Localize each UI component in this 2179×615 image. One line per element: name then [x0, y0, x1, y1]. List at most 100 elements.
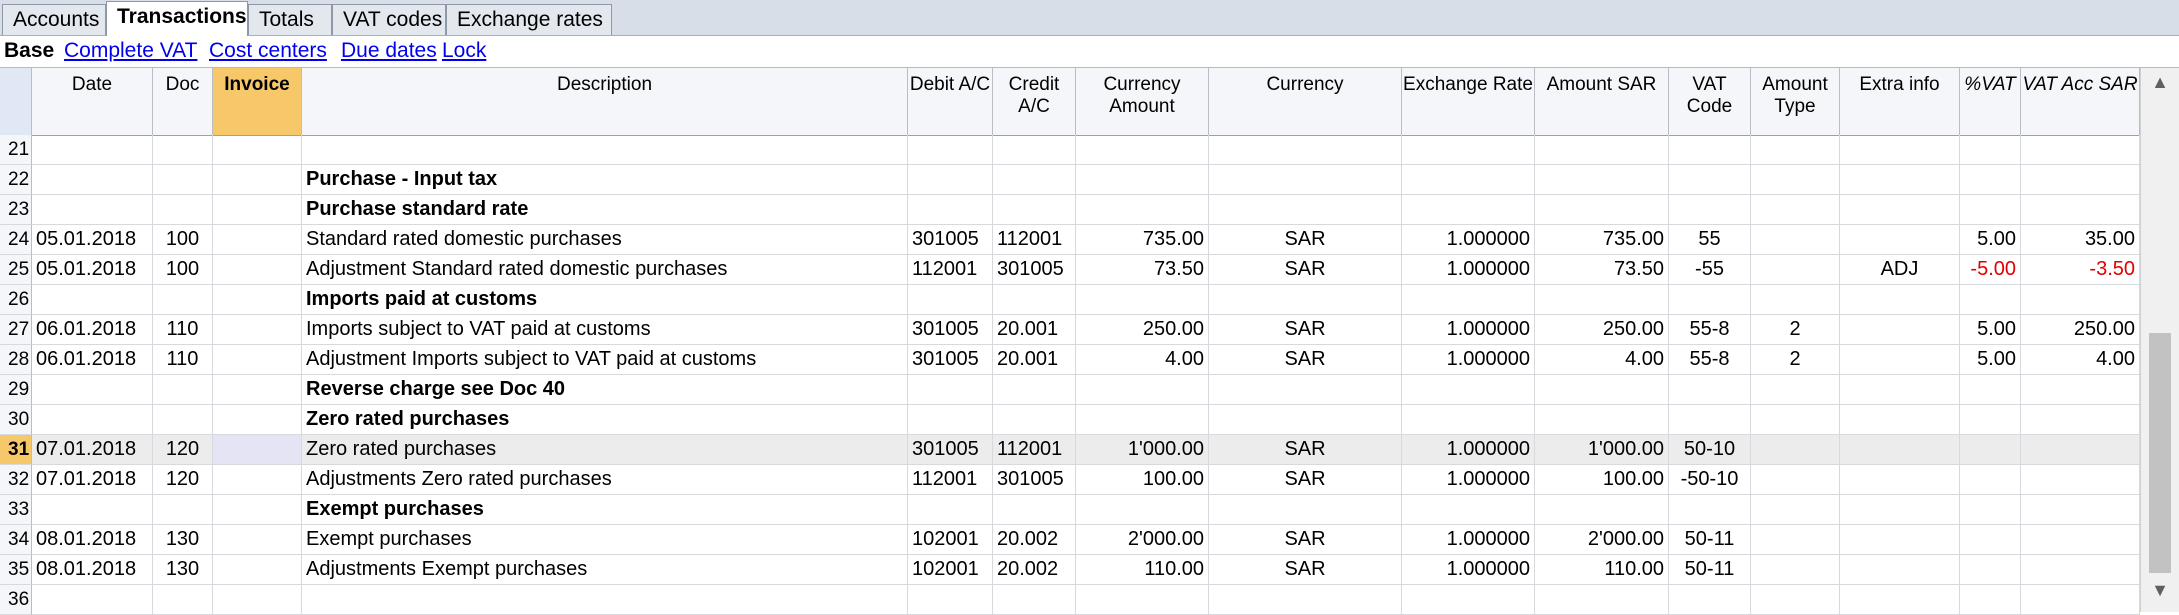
- view-lock[interactable]: Lock: [442, 39, 487, 62]
- cell-vatacc[interactable]: [2021, 435, 2140, 465]
- cell-credit[interactable]: [993, 585, 1076, 615]
- cell-exrate[interactable]: 1.000000: [1402, 555, 1535, 585]
- cell-amount[interactable]: [1535, 375, 1669, 405]
- cell-credit[interactable]: 20.001: [993, 315, 1076, 345]
- cell-vatcode[interactable]: 55-8: [1669, 315, 1751, 345]
- cell-vatacc[interactable]: [2021, 585, 2140, 615]
- cell-desc[interactable]: Standard rated domestic purchases: [302, 225, 908, 255]
- cell-vatacc[interactable]: [2021, 285, 2140, 315]
- cell-debit[interactable]: 102001: [908, 555, 993, 585]
- chevron-down-icon[interactable]: ▼: [2151, 580, 2169, 600]
- cell-desc[interactable]: Adjustment Imports subject to VAT paid a…: [302, 345, 908, 375]
- cell-doc[interactable]: [153, 135, 213, 165]
- cell-amttype[interactable]: [1751, 375, 1840, 405]
- cell-curamt[interactable]: [1076, 195, 1209, 225]
- cell-vatacc[interactable]: 250.00: [2021, 315, 2140, 345]
- cell-vatcode[interactable]: 55-8: [1669, 345, 1751, 375]
- cell-date[interactable]: 05.01.2018: [32, 255, 153, 285]
- cell-vatcode[interactable]: -50-10: [1669, 465, 1751, 495]
- cell-amount[interactable]: 250.00: [1535, 315, 1669, 345]
- cell-amount[interactable]: 73.50: [1535, 255, 1669, 285]
- cell-vatcode[interactable]: [1669, 285, 1751, 315]
- cell-invoice[interactable]: [213, 405, 302, 435]
- cell-exrate[interactable]: 1.000000: [1402, 525, 1535, 555]
- cell-pvat[interactable]: 5.00: [1960, 225, 2021, 255]
- cell-date[interactable]: [32, 585, 153, 615]
- cell-extra[interactable]: [1840, 465, 1960, 495]
- table-row[interactable]: 33 Exempt purchases: [0, 495, 2140, 525]
- cell-curamt[interactable]: [1076, 165, 1209, 195]
- cell-vatcode[interactable]: [1669, 135, 1751, 165]
- cell-vatcode[interactable]: [1669, 195, 1751, 225]
- cell-pvat[interactable]: [1960, 165, 2021, 195]
- cell-invoice[interactable]: [213, 495, 302, 525]
- cell-amount[interactable]: 735.00: [1535, 225, 1669, 255]
- cell-currency[interactable]: SAR: [1209, 525, 1402, 555]
- column-header-amttype[interactable]: Amount Type: [1751, 68, 1840, 136]
- cell-currency[interactable]: SAR: [1209, 345, 1402, 375]
- cell-credit[interactable]: 112001: [993, 435, 1076, 465]
- table-row[interactable]: 31 07.01.2018 120 Zero rated purchases 30100…: [0, 435, 2140, 465]
- cell-invoice[interactable]: [213, 525, 302, 555]
- cell-exrate[interactable]: 1.000000: [1402, 435, 1535, 465]
- cell-currency[interactable]: [1209, 405, 1402, 435]
- cell-amount[interactable]: [1535, 135, 1669, 165]
- cell-curamt[interactable]: 73.50: [1076, 255, 1209, 285]
- cell-desc[interactable]: Imports subject to VAT paid at customs: [302, 315, 908, 345]
- cell-date[interactable]: 07.01.2018: [32, 435, 153, 465]
- tab-totals[interactable]: Totals: [248, 4, 332, 35]
- cell-date[interactable]: 05.01.2018: [32, 225, 153, 255]
- table-row[interactable]: 28 06.01.2018 110 Adjustment Imports subjec…: [0, 345, 2140, 375]
- cell-extra[interactable]: ADJ: [1840, 255, 1960, 285]
- cell-invoice[interactable]: [213, 135, 302, 165]
- cell-amount[interactable]: [1535, 495, 1669, 525]
- cell-amount[interactable]: [1535, 165, 1669, 195]
- column-header-pvat[interactable]: %VAT: [1960, 68, 2021, 136]
- cell-credit[interactable]: [993, 495, 1076, 525]
- cell-credit[interactable]: 20.001: [993, 345, 1076, 375]
- cell-currency[interactable]: [1209, 495, 1402, 525]
- cell-exrate[interactable]: [1402, 495, 1535, 525]
- cell-currency[interactable]: SAR: [1209, 255, 1402, 285]
- cell-pvat[interactable]: [1960, 135, 2021, 165]
- cell-currency[interactable]: SAR: [1209, 465, 1402, 495]
- cell-doc[interactable]: 100: [153, 255, 213, 285]
- cell-debit[interactable]: 112001: [908, 255, 993, 285]
- cell-amttype[interactable]: [1751, 405, 1840, 435]
- table-row[interactable]: 30 Zero rated purchases: [0, 405, 2140, 435]
- cell-amttype[interactable]: [1751, 135, 1840, 165]
- cell-extra[interactable]: [1840, 315, 1960, 345]
- cell-credit[interactable]: [993, 195, 1076, 225]
- column-header-vatcode[interactable]: VAT Code: [1669, 68, 1751, 136]
- cell-curamt[interactable]: [1076, 285, 1209, 315]
- cell-exrate[interactable]: 1.000000: [1402, 315, 1535, 345]
- cell-date[interactable]: [32, 405, 153, 435]
- cell-date[interactable]: [32, 375, 153, 405]
- cell-exrate[interactable]: [1402, 375, 1535, 405]
- cell-exrate[interactable]: 1.000000: [1402, 225, 1535, 255]
- cell-exrate[interactable]: 1.000000: [1402, 255, 1535, 285]
- cell-invoice[interactable]: [213, 315, 302, 345]
- cell-doc[interactable]: [153, 405, 213, 435]
- cell-debit[interactable]: [908, 495, 993, 525]
- cell-amttype[interactable]: [1751, 285, 1840, 315]
- cell-extra[interactable]: [1840, 135, 1960, 165]
- cell-vatcode[interactable]: -55: [1669, 255, 1751, 285]
- cell-credit[interactable]: [993, 285, 1076, 315]
- tab-exchange-rates[interactable]: Exchange rates: [446, 4, 612, 35]
- table-row[interactable]: 23 Purchase standard rate: [0, 195, 2140, 225]
- cell-amount[interactable]: 2'000.00: [1535, 525, 1669, 555]
- cell-extra[interactable]: [1840, 525, 1960, 555]
- cell-desc[interactable]: Adjustment Standard rated domestic purch…: [302, 255, 908, 285]
- cell-extra[interactable]: [1840, 285, 1960, 315]
- column-header-debit[interactable]: Debit A/C: [908, 68, 993, 136]
- cell-amttype[interactable]: [1751, 435, 1840, 465]
- cell-extra[interactable]: [1840, 405, 1960, 435]
- cell-debit[interactable]: [908, 135, 993, 165]
- cell-doc[interactable]: [153, 495, 213, 525]
- cell-amttype[interactable]: [1751, 255, 1840, 285]
- cell-exrate[interactable]: [1402, 585, 1535, 615]
- cell-invoice[interactable]: [213, 195, 302, 225]
- cell-vatacc[interactable]: [2021, 405, 2140, 435]
- cell-amount[interactable]: [1535, 405, 1669, 435]
